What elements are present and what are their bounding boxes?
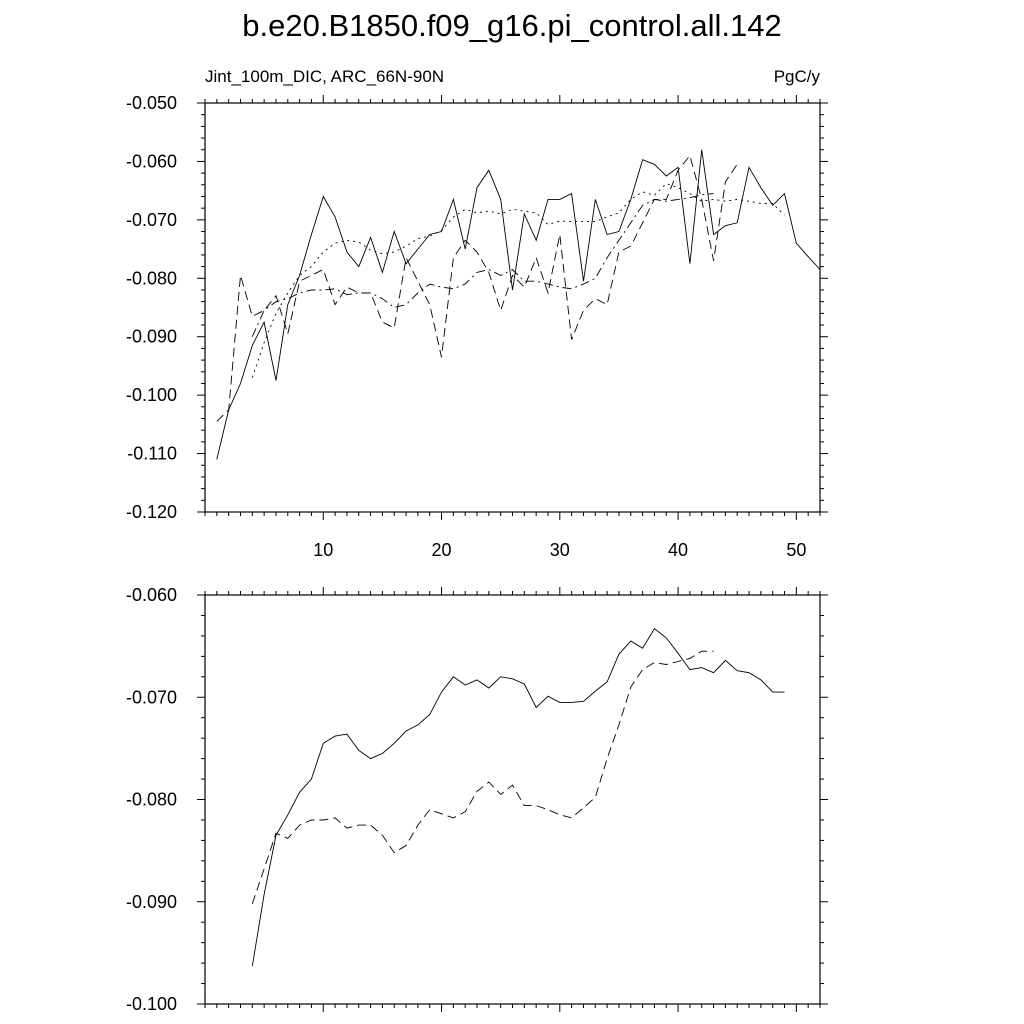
variable-region-label: Jint_100m_DIC, ARC_66N-90N <box>205 67 444 86</box>
x-tick-label: 10 <box>313 540 333 560</box>
x-tick-label: 20 <box>432 540 452 560</box>
y-tick-label: -0.090 <box>126 327 177 347</box>
bottom-panel: -0.100 -0.090 -0.080 -0.070 -0.060 <box>126 585 828 1014</box>
y-tick-label: -0.090 <box>126 892 177 912</box>
x-tick-label: 40 <box>668 540 688 560</box>
chart-title: b.e20.B1850.f09_g16.pi_control.all.142 <box>242 8 782 43</box>
y-tick-label: -0.080 <box>126 790 177 810</box>
y-tick-label: -0.060 <box>126 151 177 171</box>
y-tick-label: -0.100 <box>126 994 177 1014</box>
y-tick-label: -0.120 <box>126 502 177 522</box>
plot-frame <box>204 102 821 513</box>
series-line-dotted <box>251 183 785 378</box>
y-tick-label: -0.050 <box>126 93 177 113</box>
y-tick-label: -0.070 <box>126 210 177 230</box>
series-line-dashed <box>216 154 738 422</box>
y-tick-label: -0.110 <box>127 444 177 464</box>
series-line-dashed <box>251 650 714 904</box>
series-line-solid <box>216 149 821 460</box>
y-tick-label: -0.060 <box>126 585 177 605</box>
x-tick-label: 50 <box>786 540 806 560</box>
y-tick-label: -0.080 <box>126 268 177 288</box>
units-label: PgC/y <box>774 67 821 86</box>
series-line-dash-dot <box>251 193 714 337</box>
x-tick-label: 30 <box>550 540 570 560</box>
top-panel: -0.120 -0.110 -0.100 -0.090 -0.080 -0.070 -0.0… <box>126 93 828 560</box>
plot-frame <box>204 594 821 1005</box>
y-tick-label: -0.070 <box>126 687 177 707</box>
series-line-solid <box>251 628 785 967</box>
y-tick-label: -0.100 <box>126 385 177 405</box>
